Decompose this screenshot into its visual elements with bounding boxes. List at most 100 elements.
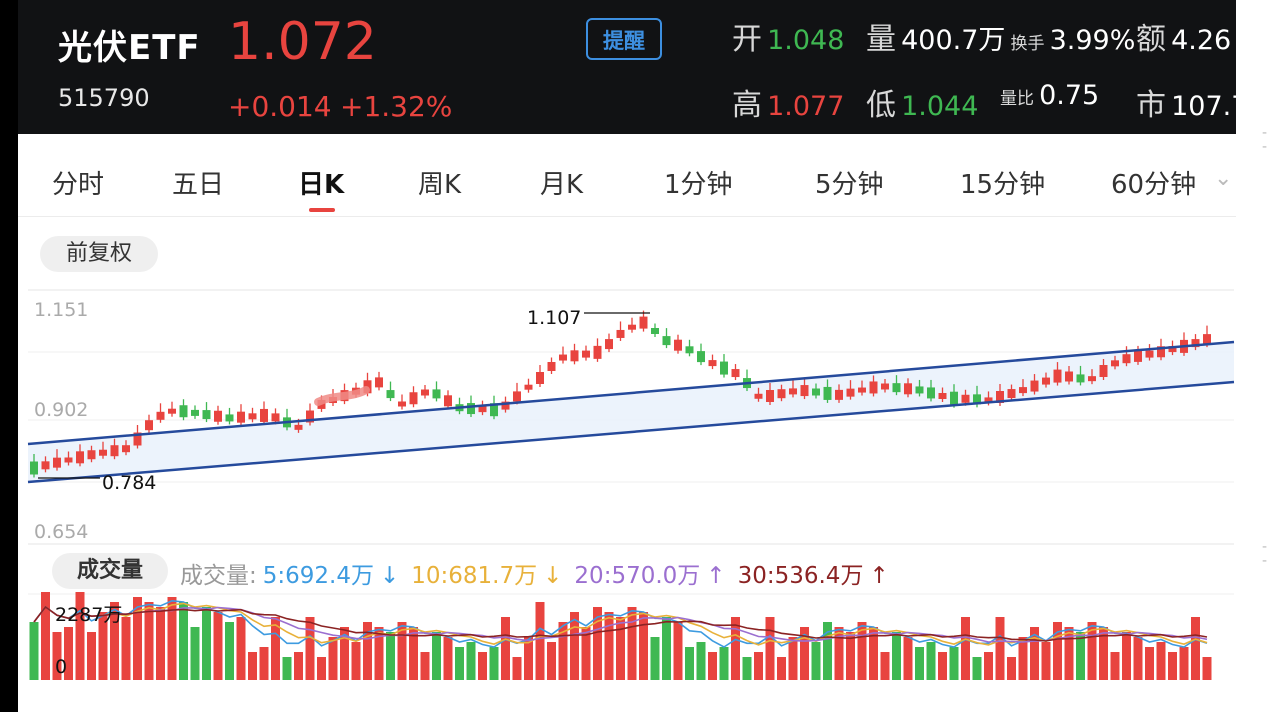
- volume-bar: [788, 637, 798, 680]
- candle: [1030, 380, 1039, 392]
- volume-bar: [305, 617, 315, 680]
- volume-bar: [961, 617, 970, 680]
- candle: [892, 383, 901, 393]
- volume-bar: [995, 617, 1005, 680]
- tab-weekly-k[interactable]: 周K: [418, 170, 462, 200]
- candle: [536, 372, 544, 384]
- volume-bar: [1018, 637, 1028, 680]
- volume-bar: [294, 652, 303, 680]
- volume-bar: [466, 642, 476, 680]
- volume-bar: [443, 637, 453, 680]
- scroll-marker: - -: [1262, 539, 1268, 569]
- candle: [444, 395, 452, 407]
- volume-bar: [110, 602, 119, 680]
- volume-bar: [1007, 657, 1016, 680]
- active-tab-indicator: [309, 208, 335, 212]
- volume-bar: [409, 627, 418, 680]
- candle: [708, 360, 717, 367]
- channel-lower-line: [27, 380, 1235, 484]
- volume-bar: [282, 657, 292, 680]
- volume-bar: [696, 642, 706, 680]
- tab-60min[interactable]: 60分钟: [1111, 170, 1197, 200]
- candle: [800, 385, 809, 397]
- tab-intraday[interactable]: 分时: [52, 170, 105, 200]
- volume-bar: [765, 617, 775, 680]
- stat-high: 高 1.077: [732, 88, 845, 123]
- candle: [1099, 365, 1108, 377]
- volume-bar: [363, 622, 372, 680]
- high-mark-label: 1.107: [527, 307, 581, 329]
- tab-5min[interactable]: 5分钟: [815, 170, 884, 200]
- volume-bar: [903, 637, 913, 680]
- volume-bar: [29, 622, 39, 680]
- candle: [386, 390, 395, 399]
- adjust-mode-chip[interactable]: 前复权: [40, 236, 158, 272]
- ma20-label: 20:570.0万 ↑: [574, 563, 726, 589]
- volume-max-label: 2287万: [55, 604, 123, 626]
- volume-ma-line: [33, 605, 1208, 643]
- candle: [1065, 371, 1073, 382]
- candle: [559, 354, 567, 361]
- candle: [651, 328, 659, 334]
- stat-amount: 额 4.26: [1136, 22, 1232, 57]
- chevron-down-icon[interactable]: ⌄: [1214, 166, 1233, 191]
- candle: [961, 394, 970, 403]
- last-price: 1.072: [228, 12, 377, 72]
- volume-ma-legend: 成交量: 5:692.4万 ↓ 10:681.7万 ↓ 20:570.0万 ↑ 30:536.…: [180, 556, 901, 590]
- volume-bar: [547, 642, 556, 680]
- low-mark-label: 0.784: [102, 472, 156, 494]
- tab-1min[interactable]: 1分钟: [664, 170, 733, 200]
- candle: [214, 410, 222, 422]
- volume-bar: [558, 622, 568, 680]
- trend-channel-fill: [28, 342, 1234, 482]
- volume-bar: [386, 632, 395, 680]
- volume-bar: [846, 632, 855, 680]
- volume-bar: [777, 657, 786, 680]
- candle: [904, 383, 912, 395]
- candle: [467, 403, 475, 415]
- candle: [1168, 346, 1177, 353]
- candle: [835, 389, 843, 400]
- candle: [754, 393, 763, 399]
- volume-bar: [926, 642, 936, 680]
- stat-low: 低 1.044: [866, 88, 979, 123]
- stat-open: 开 1.048: [732, 22, 845, 57]
- candle: [421, 389, 429, 396]
- fund-code: 515790: [58, 84, 150, 112]
- price-change-pct: +1.32%: [340, 90, 453, 123]
- candle: [202, 410, 211, 420]
- volume-indicator-chip[interactable]: 成交量: [52, 553, 168, 589]
- candle: [915, 386, 924, 394]
- kline-chart: 1.151 0.902 0.654 1.107 0.784: [27, 289, 1235, 680]
- candle: [697, 351, 705, 363]
- candle: [789, 388, 797, 395]
- candle: [731, 369, 740, 378]
- tab-monthly-k[interactable]: 月K: [540, 170, 584, 200]
- candle: [720, 361, 728, 375]
- volume-bar: [673, 622, 683, 680]
- candle: [662, 336, 671, 346]
- candle: [1157, 346, 1165, 358]
- candle: [490, 403, 498, 417]
- volume-bar: [639, 612, 648, 680]
- candle: [570, 350, 579, 362]
- candle: [685, 346, 694, 354]
- candle: [294, 424, 303, 430]
- channel-upper-line: [27, 340, 1235, 446]
- volume-bar: [892, 632, 901, 680]
- volume-bar: [87, 632, 96, 680]
- volume-bar: [1041, 642, 1051, 680]
- candle: [547, 362, 556, 371]
- volume-bar: [1202, 657, 1212, 680]
- candle: [593, 345, 602, 359]
- alert-button[interactable]: 提醒: [586, 18, 662, 60]
- tab-15min[interactable]: 15分钟: [960, 170, 1046, 200]
- volume-bar: [685, 647, 694, 680]
- volume-bar: [1076, 632, 1085, 680]
- candle: [156, 411, 165, 420]
- candle: [1122, 354, 1131, 364]
- tab-five-day[interactable]: 五日: [172, 170, 225, 200]
- volume-bar: [1030, 627, 1039, 680]
- tab-daily-k[interactable]: 日K: [298, 170, 345, 200]
- candle: [306, 410, 314, 423]
